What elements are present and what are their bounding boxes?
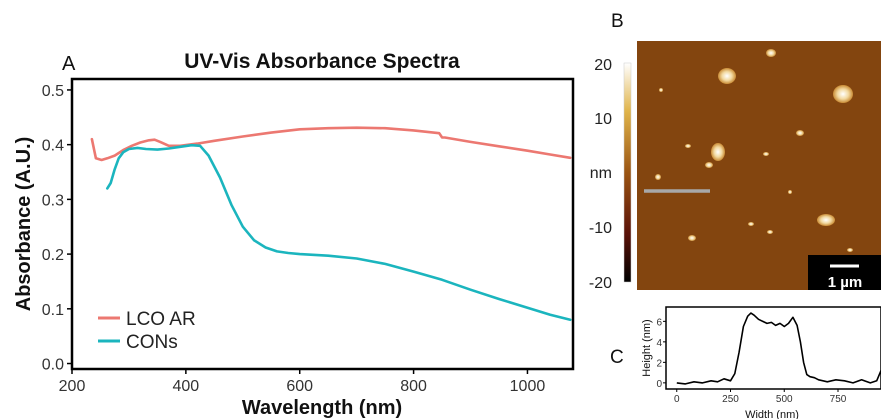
afm-particles [655, 49, 853, 252]
profile-y-tick-label: 6 [656, 317, 662, 328]
legend-label-lco: LCO AR [126, 309, 196, 330]
y-tick-label: 0.1 [42, 302, 64, 319]
series-lines [90, 126, 572, 322]
afm-particle [817, 214, 835, 226]
afm-particle [711, 143, 725, 161]
height-profile-line [676, 312, 881, 385]
profile-y-tick-label: 2 [656, 358, 662, 369]
afm-particle [767, 230, 773, 234]
afm-particle [748, 222, 754, 226]
x-tick-label: 400 [173, 378, 200, 395]
profile-x-label: Width (nm) [745, 409, 799, 419]
afm-particle [788, 190, 792, 194]
panel-label-c: C [610, 347, 624, 368]
panel-label-a: A [62, 53, 76, 75]
x-tick-label: 800 [400, 378, 427, 395]
colorbar-tick-minus10: -10 [589, 220, 612, 237]
colorbar-label: nm [590, 165, 612, 182]
colorbar [623, 62, 632, 283]
afm-particle [718, 68, 736, 84]
y-tick-label: 0.5 [42, 83, 64, 100]
scale-bar-label: 1 µm [828, 274, 863, 291]
afm-particle [655, 174, 661, 180]
x-axis-label: Wavelength (nm) [242, 397, 402, 419]
profile-x-axis: 0 250 500 750 [674, 389, 847, 405]
colorbar-tick-20: 20 [594, 57, 612, 74]
scale-bar-box [808, 255, 881, 290]
afm-particle [766, 49, 776, 57]
profile-x-tick-label: 0 [674, 394, 680, 405]
colorbar-tick-minus20: -20 [589, 275, 612, 292]
afm-particle [763, 152, 769, 156]
profile-y-tick-label: 4 [656, 338, 662, 349]
x-axis: 200 400 600 800 1000 [59, 369, 546, 395]
afm-particle [685, 144, 691, 148]
profile-frame [665, 306, 881, 390]
afm-particle [833, 85, 853, 103]
x-tick-label: 200 [59, 378, 86, 395]
legend-label-cons: CONs [126, 332, 178, 353]
profile-y-tick-label: 0 [656, 379, 662, 390]
y-tick-label: 0.0 [42, 357, 64, 374]
profile-line [676, 312, 881, 385]
afm-particle [847, 248, 853, 252]
y-tick-label: 0.4 [42, 138, 64, 155]
x-tick-label: 1000 [510, 378, 546, 395]
afm-particle [688, 235, 696, 241]
series-line-cons [106, 143, 572, 322]
afm-particle [659, 88, 663, 92]
profile-y-label: Height (nm) [641, 319, 653, 376]
profile-x-tick-label: 250 [722, 394, 739, 405]
afm-particle [796, 130, 804, 136]
afm-particle [705, 162, 713, 168]
plot-frame [70, 77, 575, 371]
panel-label-b: B [611, 11, 624, 32]
colorbar-tick-10: 10 [594, 111, 612, 128]
y-axis-label: Absorbance (A.U.) [13, 137, 35, 311]
profile-x-tick-label: 500 [776, 394, 793, 405]
y-axis: 0.0 0.1 0.2 0.3 0.4 0.5 [42, 83, 72, 374]
x-tick-label: 600 [286, 378, 313, 395]
profile-y-axis: 0 2 4 6 [656, 317, 666, 390]
profile-x-tick-label: 750 [830, 394, 847, 405]
afm-image: 1 µm [637, 41, 881, 291]
legend: LCO AR CONs [98, 309, 196, 353]
series-line-lco-ar [90, 126, 572, 162]
chart-title: UV-Vis Absorbance Spectra [184, 50, 460, 73]
y-tick-label: 0.3 [42, 192, 64, 209]
y-tick-label: 0.2 [42, 247, 64, 264]
